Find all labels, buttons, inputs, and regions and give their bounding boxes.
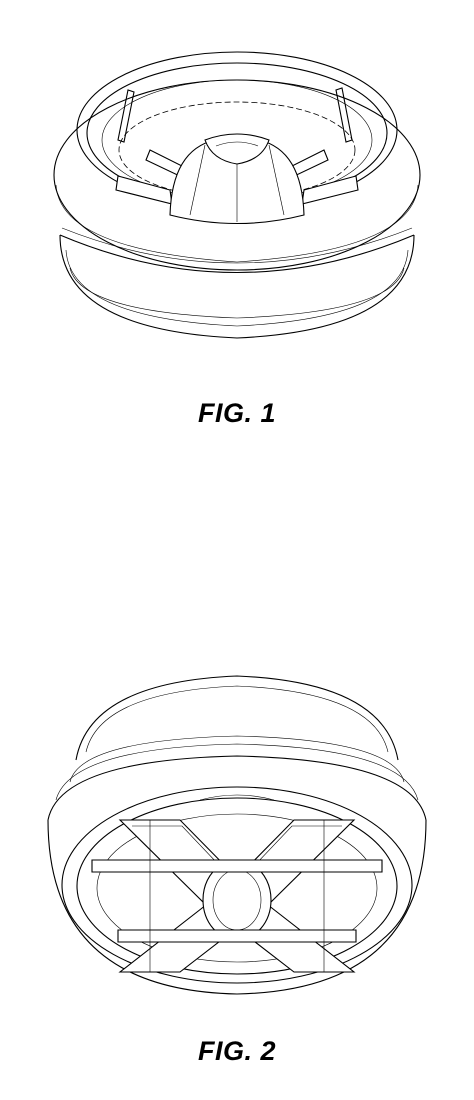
fig1-lower-band-outline	[60, 235, 414, 338]
fig2-band-top-edge	[48, 756, 426, 820]
fig1-lower-band-line-2	[70, 268, 404, 318]
fig2-band-line	[56, 744, 418, 800]
figure-2-caption: FIG. 2	[0, 1036, 474, 1067]
fig1-spoke-right	[302, 176, 358, 204]
fig2-cross-bar	[92, 860, 382, 872]
figure-2-drawing	[0, 670, 474, 1000]
figure-1-drawing	[0, 40, 474, 360]
fig1-ring-illustration	[0, 40, 474, 360]
figure-1-caption: FIG. 1	[0, 398, 474, 429]
fig2-lower-bar	[118, 930, 356, 942]
fig2-band-line-2	[70, 736, 404, 782]
fig2-ring-illustration	[0, 670, 474, 1000]
fig1-spoke-left	[116, 176, 172, 204]
